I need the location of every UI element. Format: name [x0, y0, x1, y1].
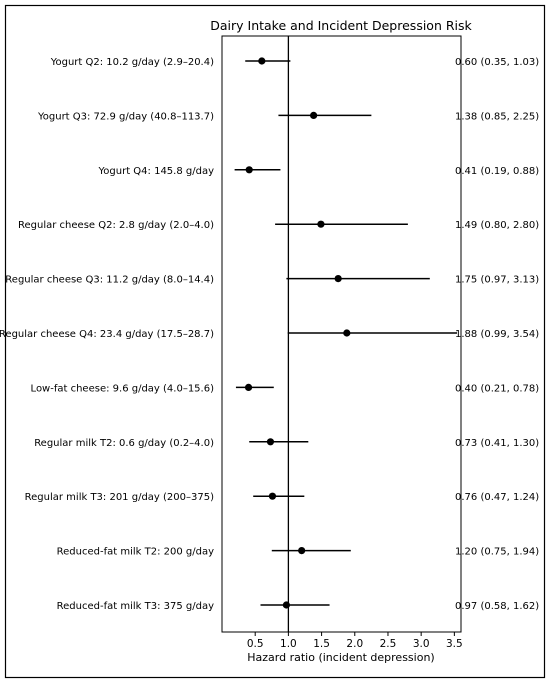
ci-text: 1.75 (0.97, 3.13): [455, 275, 539, 286]
row-label: Reduced-fat milk T2: 200 g/day: [57, 547, 214, 558]
ci-text: 0.97 (0.58, 1.62): [455, 601, 539, 612]
x-tick-label: 2.0: [346, 638, 363, 650]
row-label: Low-fat cheese: 9.6 g/day (4.0–15.6): [31, 383, 215, 394]
hr-point: [245, 166, 253, 174]
hr-point: [298, 547, 306, 555]
hr-point: [343, 329, 351, 337]
figure-border: [4, 4, 546, 679]
ci-text: 0.60 (0.35, 1.03): [455, 57, 539, 68]
row-label: Regular milk T2: 0.6 g/day (0.2–4.0): [34, 438, 214, 449]
ci-text: 1.20 (0.75, 1.94): [455, 547, 539, 558]
hr-point: [317, 220, 325, 228]
ci-text: 1.88 (0.99, 3.54): [455, 329, 539, 340]
row-label: Yogurt Q4: 145.8 g/day: [98, 166, 215, 177]
ci-text: 1.38 (0.85, 2.25): [455, 111, 539, 122]
x-tick-label: 2.5: [380, 638, 397, 650]
hr-point: [268, 492, 277, 500]
row-label: Regular cheese Q2: 2.8 g/day (2.0–4.0): [18, 220, 214, 231]
hr-point: [310, 111, 318, 119]
x-tick-label: 3.5: [446, 638, 463, 650]
hr-point: [334, 275, 342, 283]
row-label: Regular cheese Q3: 11.2 g/day (8.0–14.4): [5, 275, 214, 286]
x-tick-label: 0.5: [247, 638, 264, 650]
hr-point: [258, 57, 266, 65]
row-label: Yogurt Q3: 72.9 g/day (40.8–113.7): [37, 111, 214, 122]
hr-point: [244, 383, 253, 391]
hr-point: [266, 438, 275, 446]
ci-text: 0.40 (0.21, 0.78): [455, 383, 539, 394]
ci-text: 1.49 (0.80, 2.80): [455, 220, 539, 231]
x-tick-label: 1.5: [313, 638, 330, 650]
hr-point: [282, 601, 290, 609]
ci-text: 0.41 (0.19, 0.88): [455, 166, 539, 177]
ci-text: 0.73 (0.41, 1.30): [455, 438, 539, 449]
plot-area: [221, 35, 462, 633]
chart-title: Dairy Intake and Incident Depression Ris…: [210, 18, 472, 33]
row-label: Yogurt Q2: 10.2 g/day (2.9–20.4): [50, 57, 214, 68]
row-label: Regular milk T3: 201 g/day (200–375): [25, 492, 214, 503]
x-tick-label: 3.0: [413, 638, 430, 650]
x-tick-label: 1.0: [280, 638, 297, 650]
x-axis-label: Hazard ratio (incident depression): [247, 651, 434, 664]
ci-text: 0.76 (0.47, 1.24): [455, 492, 539, 503]
row-label: Reduced-fat milk T3: 375 g/day: [57, 601, 214, 612]
row-label: Regular cheese Q4: 23.4 g/day (17.5–28.7…: [0, 329, 214, 340]
